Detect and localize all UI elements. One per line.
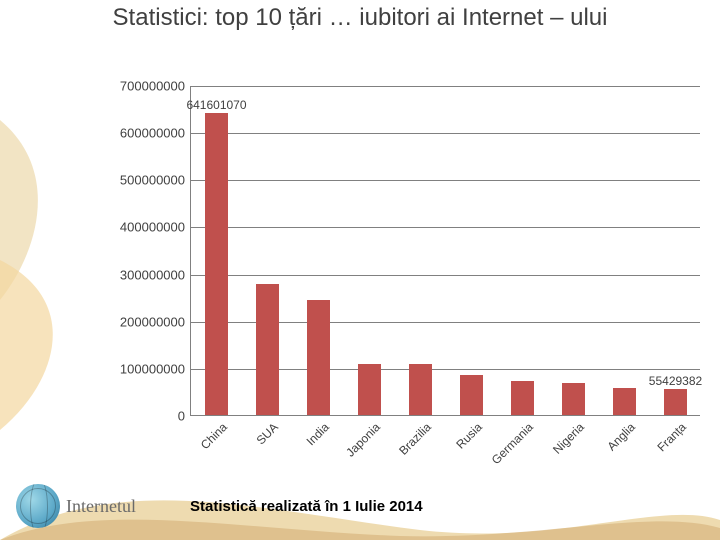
y-axis-tick-label: 300000000	[90, 267, 185, 282]
category-label: Anglia	[604, 420, 637, 453]
y-axis-tick-label: 0	[90, 409, 185, 424]
slide-root: Statistici: top 10 țări … iubitori ai In…	[0, 0, 720, 540]
category-label: SUA	[253, 420, 280, 447]
bar	[664, 389, 687, 415]
bar	[409, 364, 432, 415]
y-axis-tick-label: 600000000	[90, 126, 185, 141]
chart-caption: Statistică realizată în 1 Iulie 2014	[190, 498, 423, 515]
bar	[307, 300, 330, 415]
bar	[562, 383, 585, 415]
bar-value-label: 55429382	[649, 374, 702, 388]
bar-chart: 0 100000000 200000000 300000000 400000000 500…	[90, 86, 700, 456]
category-label: India	[303, 420, 331, 448]
category-label: Nigeria	[550, 420, 587, 457]
brand-name: Internetul	[66, 496, 136, 517]
y-axis-tick-label: 700000000	[90, 79, 185, 94]
category-label: Brazilia	[396, 420, 434, 458]
footer-logo: Internetul	[16, 484, 136, 528]
y-axis-tick-label: 100000000	[90, 361, 185, 376]
bar	[511, 381, 534, 415]
bar	[358, 364, 381, 415]
plot-area: 64160107055429382	[190, 86, 700, 416]
category-label: Rusia	[453, 420, 485, 452]
bar	[205, 113, 228, 415]
y-axis-tick-label: 200000000	[90, 314, 185, 329]
category-label: Germania	[488, 420, 535, 467]
y-axis-tick-label: 500000000	[90, 173, 185, 188]
category-label: Japonia	[343, 420, 383, 460]
y-axis-tick-label: 400000000	[90, 220, 185, 235]
bar	[613, 388, 636, 415]
globe-icon	[16, 484, 60, 528]
chart-title: Statistici: top 10 țări … iubitori ai In…	[0, 4, 720, 32]
bar-value-label: 641601070	[186, 98, 246, 112]
category-label: China	[197, 420, 229, 452]
bars-container: 64160107055429382	[191, 86, 700, 415]
category-label: Franța	[654, 420, 688, 454]
bar	[256, 284, 279, 415]
bar	[460, 375, 483, 415]
